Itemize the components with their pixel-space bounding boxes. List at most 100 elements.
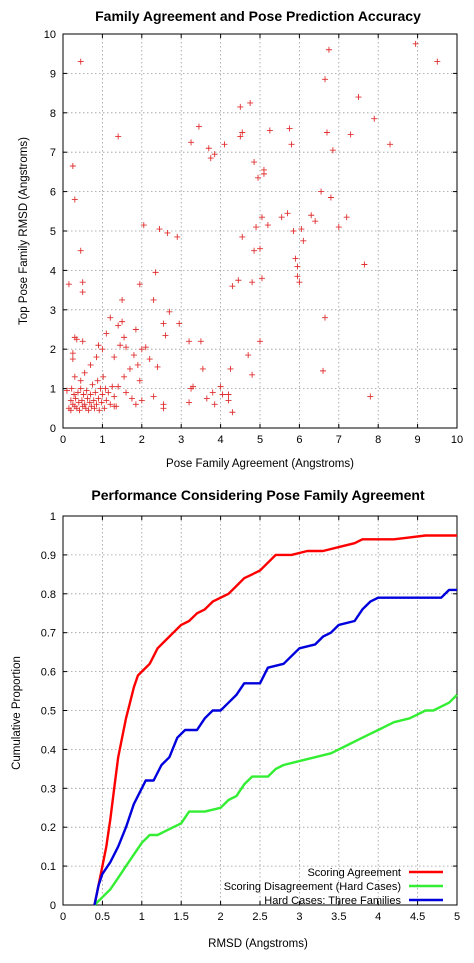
cumulative-line-chart: Performance Considering Pose Family Agre… bbox=[11, 487, 460, 950]
scatter-point bbox=[219, 391, 226, 398]
scatter-y-tick-label: 3 bbox=[50, 305, 56, 317]
scatter-point bbox=[322, 314, 329, 321]
line-x-tick-label: 4 bbox=[375, 911, 381, 923]
scatter-point bbox=[312, 218, 319, 225]
line-y-tick-label: 0.1 bbox=[41, 861, 56, 873]
scatter-point bbox=[105, 389, 112, 396]
scatter-point bbox=[63, 387, 70, 394]
scatter-point bbox=[98, 399, 105, 406]
scatter-point bbox=[258, 275, 265, 282]
legend-label-3: Hard Cases: Three Families bbox=[264, 895, 401, 907]
line-x-tick-label: 4.5 bbox=[410, 911, 425, 923]
scatter-point bbox=[278, 214, 285, 221]
scatter-point bbox=[119, 296, 126, 303]
scatter-point bbox=[99, 346, 106, 353]
scatter-point bbox=[86, 399, 93, 406]
scatter-gridlines bbox=[63, 34, 457, 428]
scatter-x-tick-label: 9 bbox=[415, 434, 421, 446]
scatter-point bbox=[107, 314, 114, 321]
scatter-point bbox=[371, 115, 378, 122]
scatter-point bbox=[264, 222, 271, 229]
scatter-point bbox=[308, 212, 315, 219]
scatter-point bbox=[318, 188, 325, 195]
scatter-point bbox=[347, 131, 354, 138]
scatter-point bbox=[100, 373, 107, 380]
line-x-tick-label: 2.5 bbox=[252, 911, 267, 923]
scatter-point bbox=[142, 344, 149, 351]
scatter-point bbox=[286, 125, 293, 132]
scatter-point bbox=[150, 393, 157, 400]
line-y-tick-label: 0.9 bbox=[41, 550, 56, 562]
line-y-tick-label: 1 bbox=[50, 511, 56, 523]
legend-label-1: Scoring Agreement bbox=[307, 867, 401, 879]
scatter-point bbox=[134, 361, 141, 368]
line-x-tick-label: 3.5 bbox=[331, 911, 346, 923]
scatter-y-tick-label: 2 bbox=[50, 344, 56, 356]
scatter-point bbox=[245, 352, 252, 359]
line-y-tick-label: 0 bbox=[50, 900, 56, 912]
scatter-point bbox=[251, 247, 258, 254]
scatter-point bbox=[229, 409, 236, 416]
scatter-point bbox=[115, 383, 122, 390]
scatter-point bbox=[211, 401, 218, 408]
scatter-point bbox=[225, 391, 232, 398]
scatter-point bbox=[84, 395, 91, 402]
line-y-tick-label: 0.8 bbox=[41, 589, 56, 601]
scatter-point bbox=[355, 94, 362, 101]
scatter-x-tick-label: 7 bbox=[336, 434, 342, 446]
series-line-2 bbox=[93, 694, 458, 906]
scatter-point bbox=[76, 407, 83, 414]
line-x-tick-label: 1 bbox=[139, 911, 145, 923]
scatter-point bbox=[140, 222, 147, 229]
scatter-point bbox=[99, 391, 106, 398]
scatter-y-tick-label: 9 bbox=[50, 68, 56, 80]
line-gridlines bbox=[63, 516, 457, 905]
scatter-point bbox=[221, 141, 228, 148]
scatter-point bbox=[434, 58, 441, 65]
line-x-tick-label: 1.5 bbox=[174, 911, 189, 923]
scatter-point bbox=[123, 389, 130, 396]
scatter-point bbox=[255, 174, 262, 181]
scatter-x-tick-label: 5 bbox=[257, 434, 263, 446]
scatter-y-tick-label: 4 bbox=[50, 265, 56, 277]
scatter-point bbox=[197, 338, 204, 345]
scatter-point bbox=[288, 141, 295, 148]
scatter-point bbox=[89, 381, 96, 388]
scatter-point bbox=[294, 263, 301, 270]
scatter-point bbox=[111, 403, 118, 410]
scatter-y-tick-label: 7 bbox=[50, 147, 56, 159]
scatter-point bbox=[83, 387, 90, 394]
scatter-point bbox=[87, 391, 94, 398]
scatter-y-tick-label: 1 bbox=[50, 384, 56, 396]
scatter-point bbox=[412, 40, 419, 47]
scatter-point bbox=[79, 279, 86, 286]
line-y-axis-label: Cumulative Proportion bbox=[11, 656, 23, 770]
scatter-point bbox=[87, 361, 94, 368]
scatter-point bbox=[95, 342, 102, 349]
scatter-point bbox=[152, 269, 159, 276]
scatter-point bbox=[136, 281, 143, 288]
scatter-point bbox=[199, 365, 206, 372]
line-y-tick-label: 0.3 bbox=[41, 783, 56, 795]
scatter-point bbox=[327, 194, 334, 201]
scatter-point bbox=[67, 397, 74, 404]
scatter-point bbox=[138, 397, 145, 404]
scatter-point bbox=[119, 318, 126, 325]
scatter-point bbox=[77, 247, 84, 254]
scatter-y-tick-label: 0 bbox=[50, 423, 56, 435]
scatter-point bbox=[72, 395, 79, 402]
scatter-point bbox=[160, 320, 167, 327]
scatter-point bbox=[253, 224, 260, 231]
series-line-1 bbox=[93, 534, 457, 906]
scatter-point bbox=[290, 228, 297, 234]
scatter-point bbox=[160, 405, 167, 412]
scatter-title: Family Agreement and Pose Prediction Acc… bbox=[95, 8, 421, 24]
scatter-y-axis-label: Top Pose Family RMSD (Angstroms) bbox=[18, 137, 30, 325]
scatter-point bbox=[111, 354, 118, 361]
line-title: Performance Considering Pose Family Agre… bbox=[91, 487, 425, 503]
scatter-point bbox=[164, 229, 171, 236]
scatter-point bbox=[90, 397, 97, 404]
scatter-point bbox=[65, 281, 72, 288]
scatter-x-tick-label: 10 bbox=[451, 434, 463, 446]
